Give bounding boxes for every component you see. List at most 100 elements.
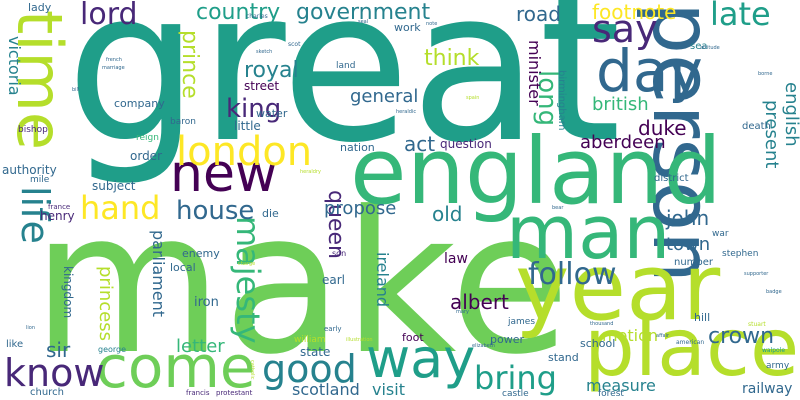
word-bear: bear bbox=[552, 205, 564, 211]
word-reign: reign bbox=[136, 133, 159, 143]
word-day: day bbox=[596, 37, 703, 105]
word-law: law bbox=[444, 251, 468, 267]
word-follow: follow bbox=[528, 257, 617, 292]
word-great: great bbox=[66, 0, 622, 189]
word-affair: affair bbox=[656, 333, 670, 339]
word-forest: forest bbox=[598, 389, 624, 399]
word-visit: visit bbox=[372, 380, 405, 399]
word-scot: scot bbox=[288, 41, 301, 48]
word-scotland: scotland bbox=[292, 380, 360, 399]
word-england: england bbox=[350, 118, 722, 225]
word-francis: francis bbox=[186, 389, 210, 397]
word-john: john bbox=[666, 206, 710, 230]
word-hand: hand bbox=[80, 189, 161, 227]
word-charles: charles bbox=[246, 13, 268, 20]
word-english: english bbox=[781, 82, 800, 147]
word-george: george bbox=[98, 345, 127, 354]
word-lord: lord bbox=[80, 0, 138, 32]
word-bill: bill bbox=[72, 87, 80, 93]
word-general: general bbox=[350, 86, 419, 107]
word-street: street bbox=[244, 79, 280, 93]
word-think: think bbox=[424, 46, 480, 71]
word-sea: sea bbox=[690, 41, 708, 52]
word-water: water bbox=[256, 107, 288, 120]
word-walpole: walpole bbox=[762, 347, 786, 354]
word-power: power bbox=[490, 333, 524, 346]
word-spain: spain bbox=[466, 95, 480, 101]
word-bishop: bishop bbox=[18, 125, 48, 135]
word-year: year bbox=[515, 234, 721, 341]
word-prince: prince bbox=[177, 30, 202, 99]
word-house: house bbox=[176, 196, 255, 226]
word-mary: mary bbox=[456, 309, 469, 315]
word-lady: lady bbox=[28, 1, 52, 14]
word-france: france bbox=[48, 203, 71, 211]
word-enemy: enemy bbox=[182, 247, 220, 260]
word-footnote: footnote bbox=[592, 0, 677, 24]
word-baron: baron bbox=[170, 117, 196, 127]
word-old: old bbox=[432, 202, 463, 226]
word-charge: charge bbox=[238, 261, 256, 267]
word-country: country bbox=[196, 0, 281, 25]
word-mile: mile bbox=[30, 175, 50, 185]
word-subject: subject bbox=[92, 179, 136, 193]
word-protestant: protestant bbox=[216, 389, 253, 397]
word-french: french bbox=[106, 57, 122, 63]
word-kingdom: kingdom bbox=[61, 266, 75, 319]
word-badge: badge bbox=[766, 289, 782, 295]
word-question: question bbox=[440, 137, 492, 151]
word-minister: minister bbox=[525, 40, 544, 106]
word-royal: royal bbox=[244, 58, 299, 83]
word-iron: iron bbox=[194, 295, 219, 310]
word-king: king bbox=[226, 94, 282, 124]
word-come: come bbox=[96, 333, 256, 400]
word-elizabeth: elizabeth bbox=[472, 343, 495, 349]
word-state: state bbox=[300, 345, 331, 359]
word-propose: propose bbox=[324, 198, 397, 219]
word-man: man bbox=[506, 190, 671, 276]
word-princess: princess bbox=[95, 266, 116, 341]
word-duke: duke bbox=[638, 116, 687, 140]
word-late: late bbox=[710, 0, 771, 33]
word-present: present bbox=[761, 100, 782, 169]
word-church: church bbox=[30, 387, 64, 398]
word-borne: borne bbox=[758, 71, 773, 77]
word-attitude: attitude bbox=[700, 45, 720, 51]
word-american: american bbox=[676, 339, 705, 346]
word-way: way bbox=[366, 327, 476, 390]
word-town: town bbox=[666, 234, 711, 255]
word-heraldry: heraldry bbox=[300, 169, 321, 175]
word-good: good bbox=[262, 347, 357, 391]
word-local: local bbox=[170, 261, 196, 274]
word-new: new bbox=[170, 144, 278, 204]
word-like: like bbox=[6, 339, 24, 350]
word-heraldic: heraldic bbox=[396, 109, 417, 115]
word-henry: henry bbox=[40, 209, 75, 223]
word-james: james bbox=[508, 317, 536, 327]
word-sketch: sketch bbox=[256, 49, 273, 55]
word-parliament: parliament bbox=[149, 230, 168, 318]
word-william: william bbox=[294, 335, 326, 345]
word-hill: hill bbox=[694, 311, 711, 324]
word-order: order bbox=[130, 149, 162, 163]
word-death: death bbox=[742, 121, 771, 132]
word-earl: earl bbox=[322, 273, 346, 287]
word-place: place bbox=[584, 301, 800, 394]
word-army: army bbox=[766, 361, 790, 371]
word-authority: authority bbox=[2, 163, 57, 177]
word-majesty: majesty bbox=[229, 216, 267, 344]
word-act: act bbox=[404, 132, 436, 156]
word-road: road bbox=[516, 2, 561, 26]
word-work: work bbox=[394, 21, 421, 34]
word-london: london bbox=[176, 129, 313, 175]
word-victoria: victoria bbox=[5, 36, 24, 96]
word-railway: railway bbox=[742, 381, 793, 397]
word-birmingham: birmingham bbox=[556, 70, 567, 131]
word-make: make bbox=[32, 170, 571, 398]
word-motion: motion bbox=[602, 326, 659, 345]
word-son: son bbox=[332, 249, 347, 258]
word-thousand: thousand bbox=[590, 321, 614, 327]
word-catholic: catholic bbox=[249, 360, 255, 380]
word-castle: castle bbox=[502, 389, 529, 399]
